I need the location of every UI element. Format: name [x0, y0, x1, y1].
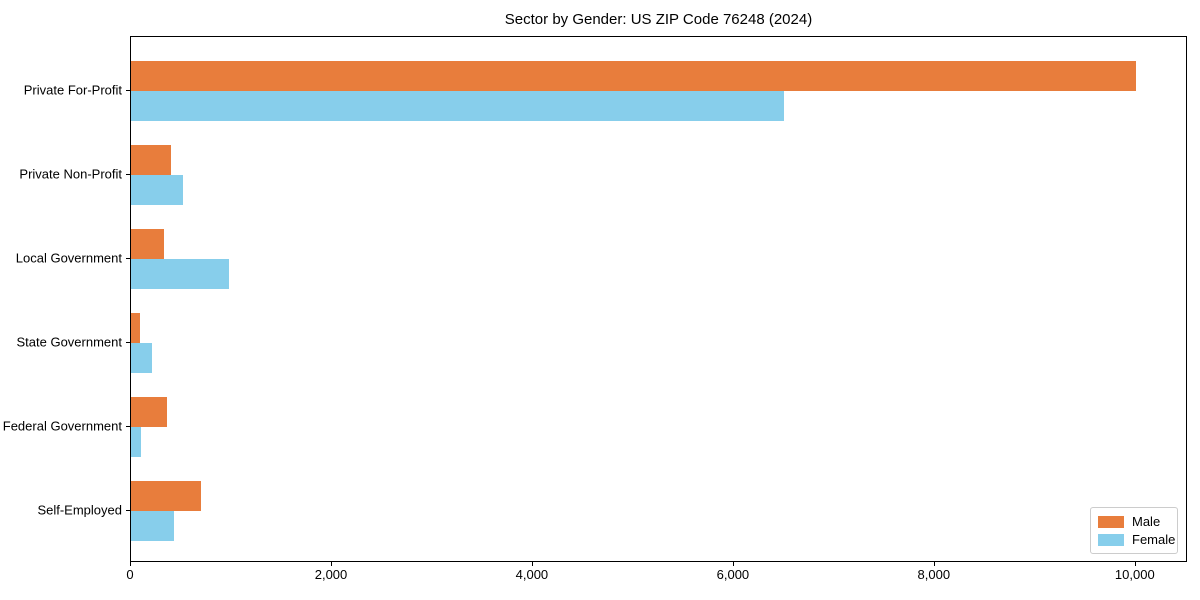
y-tick-mark: [126, 174, 130, 175]
y-tick-label-local-government: Local Government: [15, 250, 122, 266]
y-tick-mark: [126, 510, 130, 511]
x-tick-label-0: 0: [126, 567, 134, 582]
x-tick-mark: [933, 562, 935, 566]
legend-label-female: Female: [1132, 532, 1176, 547]
legend-row-male: Male: [1098, 515, 1170, 528]
x-tick-mark: [732, 562, 734, 566]
bar-female-local-government: [131, 259, 229, 289]
x-tick-mark: [331, 562, 332, 566]
y-tick-label-self-employed: Self-Employed: [37, 502, 122, 518]
legend: Male Female: [1090, 507, 1178, 554]
bar-male-private-non-profit: [131, 145, 172, 175]
bar-female-federal-government: [131, 427, 141, 457]
x-tick-label-10000: 10,000: [1114, 567, 1155, 582]
y-tick-label-state-government: State Government: [16, 334, 123, 350]
y-tick-mark: [126, 426, 130, 427]
bar-female-private-for-profit: [131, 91, 785, 121]
x-tick-mark: [531, 562, 533, 566]
legend-swatch-male: [1098, 515, 1124, 528]
bar-male-state-government: [131, 313, 140, 343]
bar-male-self-employed: [131, 481, 202, 511]
bar-female-state-government: [131, 343, 153, 373]
y-tick-mark: [126, 90, 130, 91]
x-tick-mark: [130, 562, 131, 566]
x-tick-label-8000: 8,000: [917, 567, 951, 582]
chart-title: Sector by Gender: US ZIP Code 76248 (202…: [504, 11, 813, 28]
x-tick-label-2000: 2,000: [314, 567, 348, 582]
x-tick-label-4000: 4,000: [515, 567, 549, 582]
legend-swatch-female: [1098, 533, 1124, 546]
bar-female-private-non-profit: [131, 175, 184, 205]
legend-label-male: Male: [1132, 514, 1161, 529]
bar-female-self-employed: [131, 511, 175, 541]
y-tick-mark: [126, 342, 130, 343]
y-tick-label-federal-government: Federal Government: [2, 418, 122, 434]
bar-male-federal-government: [131, 397, 168, 427]
x-tick-label-6000: 6,000: [716, 567, 750, 582]
legend-row-female: Female: [1098, 533, 1175, 546]
bar-male-local-government: [131, 229, 165, 259]
x-tick-mark: [1134, 562, 1136, 566]
y-tick-label-private-for-profit: Private For-Profit: [23, 82, 122, 98]
plot-area: [130, 36, 1187, 562]
y-tick-label-private-non-profit: Private Non-Profit: [19, 166, 122, 182]
bar-male-private-for-profit: [131, 61, 1136, 91]
y-tick-mark: [126, 258, 130, 259]
